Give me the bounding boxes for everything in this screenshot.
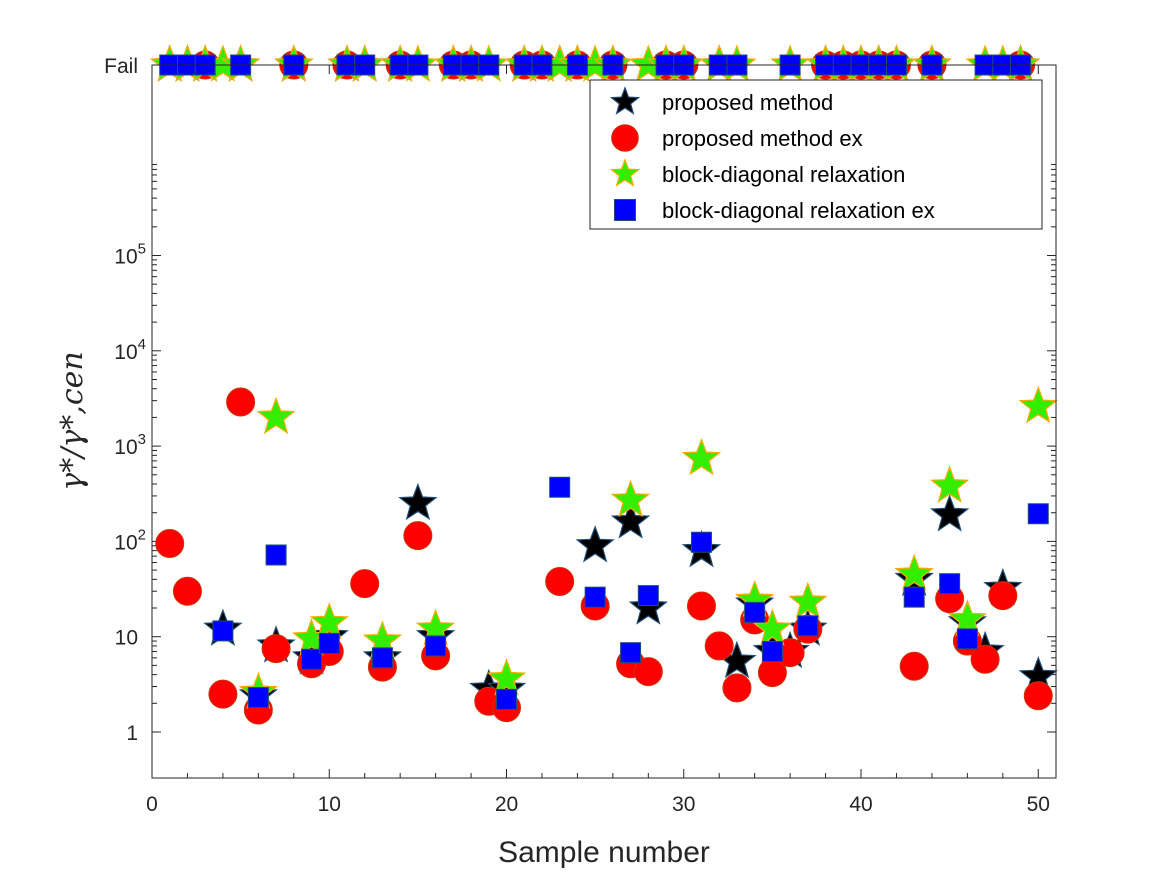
data-point xyxy=(549,476,571,498)
y-tick-label: 105 xyxy=(114,241,146,269)
legend-marker xyxy=(611,124,639,152)
x-tick-label: 30 xyxy=(672,793,695,816)
data-point xyxy=(722,673,752,703)
data-point xyxy=(212,620,234,642)
data-point xyxy=(226,387,256,417)
data-point xyxy=(545,566,575,596)
data-point xyxy=(301,648,323,670)
y-tick-label: 103 xyxy=(114,431,146,459)
data-point xyxy=(929,494,970,532)
legend-label: proposed method xyxy=(662,90,833,115)
data-point xyxy=(1023,681,1053,711)
data-point xyxy=(988,581,1018,611)
data-point xyxy=(956,628,978,650)
data-point xyxy=(637,585,659,607)
y-axis-label: γ*/γ*,cen xyxy=(55,351,90,490)
data-point xyxy=(690,531,712,553)
data-point xyxy=(704,631,734,661)
data-point xyxy=(261,634,291,664)
data-point xyxy=(929,465,970,503)
data-point xyxy=(899,651,929,681)
tick-labels: 0 10 20 30 40 50 1 10 102 103 104 105 Fail xyxy=(104,55,1050,816)
data-point xyxy=(486,658,527,696)
x-axis-label: Sample number xyxy=(498,836,710,869)
data-point xyxy=(788,581,828,619)
data-point xyxy=(761,640,783,662)
data-point xyxy=(610,501,651,539)
data-point xyxy=(371,647,393,669)
data-point xyxy=(1027,503,1049,525)
x-tick-label: 40 xyxy=(849,793,872,816)
data-point xyxy=(350,569,380,599)
data-point xyxy=(425,635,447,657)
data-point xyxy=(403,521,433,551)
data-point xyxy=(752,608,793,646)
legend-label: block-diagonal relaxation ex xyxy=(662,198,935,223)
y-tick-label: 10 xyxy=(115,627,138,650)
axis-ticks xyxy=(151,65,1056,778)
data-point xyxy=(318,632,340,654)
x-tick-label: 0 xyxy=(146,793,158,816)
y-tick-label: 1 xyxy=(126,722,138,745)
data-point xyxy=(939,573,961,595)
x-tick-label: 20 xyxy=(495,793,518,816)
data-point xyxy=(155,529,185,559)
data-point xyxy=(686,591,716,621)
data-point xyxy=(172,576,202,606)
legend: proposed method proposed method ex block-d… xyxy=(589,79,1043,230)
data-point xyxy=(681,437,722,476)
data-point xyxy=(208,679,238,709)
x-tick-label: 50 xyxy=(1027,793,1050,816)
y-tick-label: 104 xyxy=(114,336,146,364)
data-point xyxy=(1018,385,1058,424)
data-point xyxy=(309,602,349,640)
legend-box xyxy=(589,79,1043,230)
y-tick-label: 102 xyxy=(114,526,146,554)
legend-marker xyxy=(609,86,641,115)
legend-label: block-diagonal relaxation xyxy=(662,162,905,187)
data-point xyxy=(620,642,642,664)
data-point xyxy=(744,601,766,623)
data-point xyxy=(398,482,438,521)
legend-marker xyxy=(609,158,641,187)
data-point xyxy=(496,688,518,710)
data-point xyxy=(894,553,934,592)
data-point xyxy=(575,525,615,563)
data-point xyxy=(633,657,663,687)
data-point xyxy=(903,586,925,608)
legend-marker xyxy=(614,199,636,221)
data-point xyxy=(628,587,669,625)
data-point xyxy=(797,615,819,637)
data-point xyxy=(584,586,606,608)
plot-frame xyxy=(151,64,1057,779)
data-point xyxy=(947,599,988,637)
data-point xyxy=(265,544,287,566)
legend-label: proposed method ex xyxy=(662,126,863,151)
data-point xyxy=(247,687,269,709)
data-point xyxy=(256,396,296,435)
data-point xyxy=(610,479,651,518)
fail-tick-label: Fail xyxy=(104,55,138,78)
data-point xyxy=(970,644,1000,674)
x-tick-label: 10 xyxy=(318,793,341,816)
